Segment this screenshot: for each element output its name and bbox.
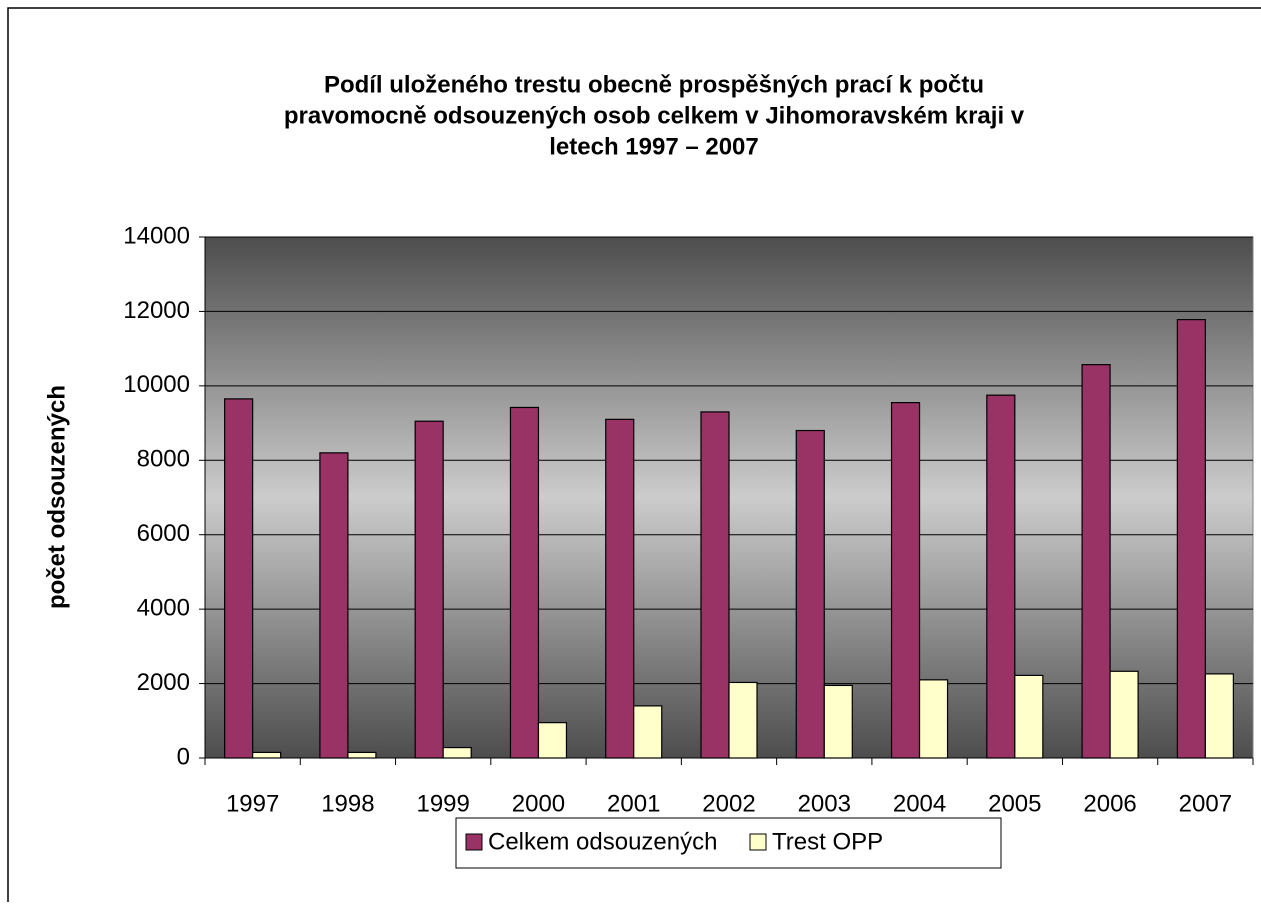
y-tick-label: 4000 bbox=[137, 594, 190, 621]
x-tick-label: 2001 bbox=[607, 790, 660, 817]
legend-label: Celkem odsouzených bbox=[488, 828, 717, 855]
bar bbox=[890, 402, 921, 759]
x-tick-label: 2006 bbox=[1083, 790, 1136, 817]
x-tick-label: 1997 bbox=[226, 790, 279, 817]
bar bbox=[319, 452, 349, 759]
bar bbox=[795, 429, 825, 759]
bar bbox=[1081, 364, 1111, 759]
bar bbox=[823, 684, 853, 759]
chart-title: Podíl uloženého trestu obecně prospěšnýc… bbox=[324, 71, 984, 98]
x-tick-label: 1998 bbox=[321, 790, 374, 817]
bar bbox=[414, 420, 444, 759]
bar bbox=[509, 406, 540, 759]
bar bbox=[224, 398, 254, 759]
legend-label: Trest OPP bbox=[772, 828, 883, 855]
y-tick-label: 12000 bbox=[123, 297, 190, 324]
y-tick-label: 6000 bbox=[137, 520, 190, 547]
bar bbox=[442, 746, 472, 759]
bar bbox=[1109, 670, 1139, 759]
y-tick-label: 14000 bbox=[123, 222, 190, 249]
bar bbox=[1204, 673, 1234, 759]
legend-swatch bbox=[465, 833, 483, 851]
x-tick-label: 2002 bbox=[702, 790, 755, 817]
x-tick-label: 2000 bbox=[512, 790, 565, 817]
bar bbox=[986, 394, 1016, 759]
bar bbox=[1176, 319, 1206, 759]
x-tick-label: 1999 bbox=[416, 790, 469, 817]
bar bbox=[633, 705, 663, 759]
bar bbox=[1014, 674, 1044, 759]
y-tick-label: 0 bbox=[177, 743, 190, 770]
legend-swatch bbox=[749, 833, 767, 851]
bar bbox=[252, 751, 282, 759]
x-tick-label: 2004 bbox=[893, 790, 946, 817]
y-tick-label: 10000 bbox=[123, 371, 190, 398]
chart-title: letech 1997 – 2007 bbox=[549, 133, 759, 160]
y-tick-label: 2000 bbox=[137, 669, 190, 696]
x-tick-label: 2007 bbox=[1179, 790, 1232, 817]
legend-box bbox=[455, 817, 1002, 869]
x-tick-label: 2003 bbox=[798, 790, 851, 817]
bar bbox=[605, 418, 635, 759]
y-tick-label: 8000 bbox=[137, 446, 190, 473]
bar bbox=[918, 679, 949, 759]
bar bbox=[537, 722, 568, 759]
bar bbox=[728, 681, 758, 759]
chart-title: pravomocně odsouzených osob celkem v Jih… bbox=[284, 102, 1025, 129]
bar bbox=[347, 751, 377, 759]
bar bbox=[700, 411, 730, 759]
y-axis-title: počet odsouzených bbox=[43, 385, 70, 609]
x-tick-label: 2005 bbox=[988, 790, 1041, 817]
